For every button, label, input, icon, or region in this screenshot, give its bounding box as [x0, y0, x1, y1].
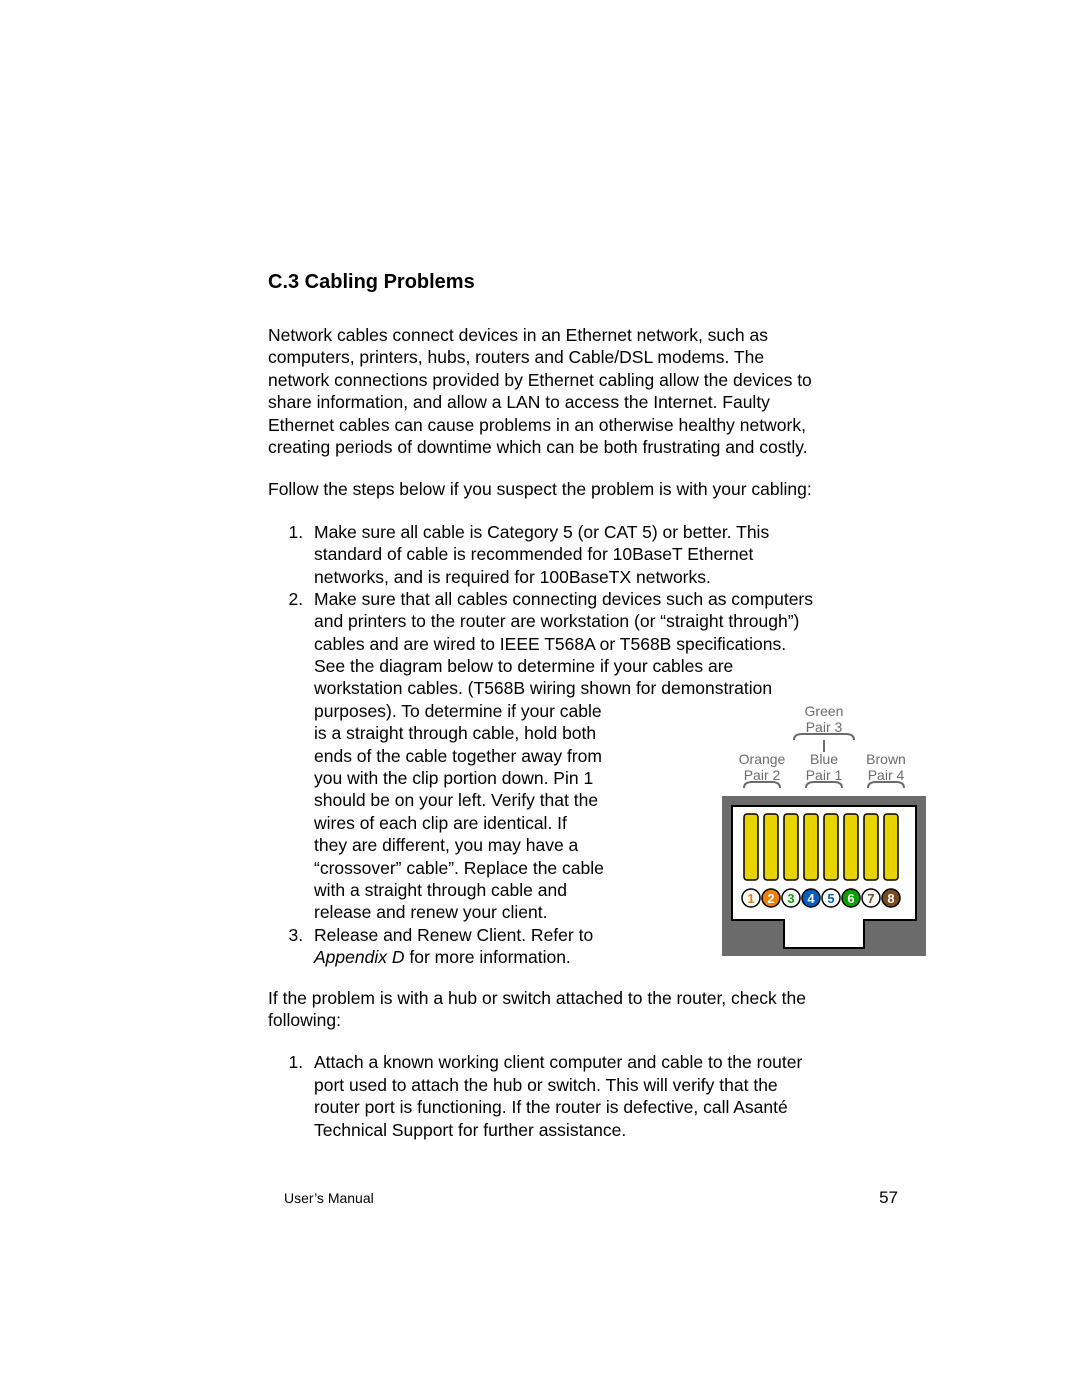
bracket-pair3	[794, 734, 854, 740]
step-2-wrap: purposes). To determine if your cable is…	[314, 700, 818, 924]
label-green: Green	[805, 703, 844, 719]
step-2-text-a: Make sure that all cables connecting dev…	[314, 589, 813, 699]
step-3-appendix-ref: Appendix D	[314, 947, 404, 967]
footer-title: User’s Manual	[284, 1190, 374, 1206]
wire-2	[764, 814, 778, 880]
label-pair2: Pair 2	[744, 767, 781, 783]
page-number: 57	[879, 1188, 898, 1208]
rj45-svg: Green Pair 3 Orange Pair 2 Blue Pair 1 B…	[714, 702, 934, 962]
label-pair4: Pair 4	[868, 767, 905, 783]
content-column: C.3 Cabling Problems Network cables conn…	[268, 271, 818, 1159]
steps-list: Make sure all cable is Category 5 (or CA…	[268, 521, 818, 969]
hub-step-1: Attach a known working client computer a…	[308, 1051, 818, 1141]
step-3-text-a: Release and Renew Client. Refer to	[314, 925, 593, 945]
wire-7	[864, 814, 878, 880]
wire-4	[804, 814, 818, 880]
wire-8	[884, 814, 898, 880]
wire-1	[744, 814, 758, 880]
hub-steps-list: Attach a known working client computer a…	[268, 1051, 818, 1141]
wire-3	[784, 814, 798, 880]
label-brown: Brown	[866, 751, 906, 767]
pin-num-3: 3	[787, 891, 794, 906]
pin-num-8: 8	[887, 891, 894, 906]
label-blue: Blue	[810, 751, 838, 767]
step-2-text-b: purposes). To determine if your cable is…	[314, 700, 604, 924]
lead-in-paragraph: Follow the steps below if you suspect th…	[268, 478, 818, 500]
pin-num-4: 4	[807, 891, 815, 906]
label-pair1: Pair 1	[806, 767, 843, 783]
hub-switch-paragraph: If the problem is with a hub or switch a…	[268, 987, 818, 1032]
rj45-diagram: Green Pair 3 Orange Pair 2 Blue Pair 1 B…	[714, 702, 934, 962]
hub-step-1-text: Attach a known working client computer a…	[314, 1052, 802, 1139]
pin-num-7: 7	[867, 891, 874, 906]
label-pair3: Pair 3	[806, 719, 843, 735]
step-2: Make sure that all cables connecting dev…	[308, 588, 818, 924]
bracket-pair4	[868, 782, 904, 788]
intro-paragraph: Network cables connect devices in an Eth…	[268, 324, 818, 458]
pin-num-5: 5	[827, 891, 834, 906]
page: C.3 Cabling Problems Network cables conn…	[0, 0, 1080, 1397]
pin-num-1: 1	[747, 891, 754, 906]
pin-num-2: 2	[767, 891, 774, 906]
step-3-text-c: for more information.	[404, 947, 570, 967]
pin-num-6: 6	[847, 891, 854, 906]
step-1: Make sure all cable is Category 5 (or CA…	[308, 521, 818, 588]
wire-6	[844, 814, 858, 880]
bracket-pair2	[744, 782, 780, 788]
section-heading: C.3 Cabling Problems	[268, 271, 818, 294]
bracket-pair1	[806, 782, 842, 788]
step-1-text: Make sure all cable is Category 5 (or CA…	[314, 522, 769, 587]
wire-5	[824, 814, 838, 880]
label-orange: Orange	[739, 751, 786, 767]
step-3: Release and Renew Client. Refer to Appen…	[308, 924, 614, 969]
